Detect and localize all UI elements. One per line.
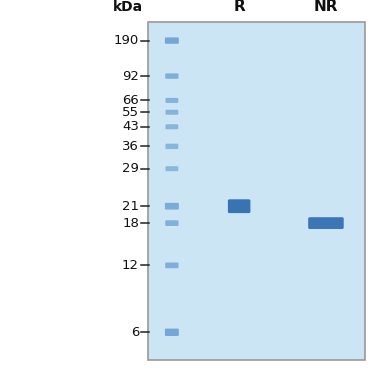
Text: 29: 29 [122, 162, 139, 175]
FancyBboxPatch shape [165, 110, 178, 115]
FancyBboxPatch shape [228, 199, 251, 213]
FancyBboxPatch shape [165, 98, 178, 103]
FancyBboxPatch shape [165, 74, 178, 79]
Text: 36: 36 [122, 140, 139, 153]
FancyBboxPatch shape [165, 144, 178, 149]
FancyBboxPatch shape [165, 203, 179, 210]
Text: R: R [233, 0, 245, 14]
Text: 92: 92 [122, 70, 139, 82]
Text: NR: NR [314, 0, 338, 14]
Text: 43: 43 [122, 120, 139, 133]
FancyBboxPatch shape [165, 38, 179, 44]
Text: 6: 6 [130, 326, 139, 339]
Text: 21: 21 [122, 200, 139, 213]
FancyBboxPatch shape [165, 124, 178, 129]
FancyBboxPatch shape [165, 166, 178, 171]
FancyBboxPatch shape [165, 220, 178, 226]
FancyBboxPatch shape [308, 217, 344, 229]
Text: kDa: kDa [113, 0, 143, 14]
Text: 190: 190 [114, 34, 139, 47]
Text: 12: 12 [122, 259, 139, 272]
FancyBboxPatch shape [165, 328, 179, 336]
FancyBboxPatch shape [165, 262, 178, 268]
Text: 18: 18 [122, 217, 139, 229]
Text: 55: 55 [122, 106, 139, 119]
Bar [148, 22, 365, 360]
Text: 66: 66 [122, 94, 139, 107]
